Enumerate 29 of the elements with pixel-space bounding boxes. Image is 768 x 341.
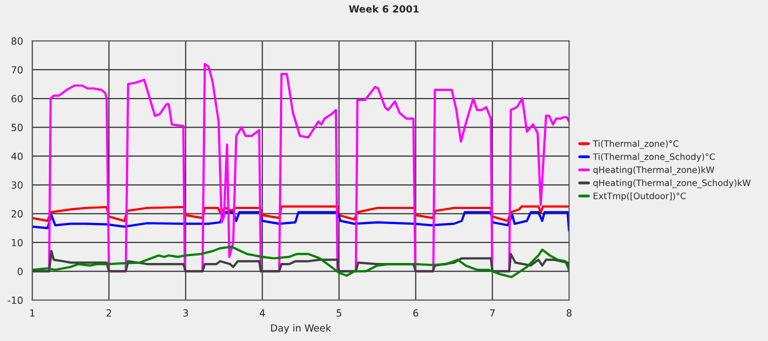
x-tick-label: 5 xyxy=(336,309,342,317)
y-tick-label: 40 xyxy=(11,152,23,160)
x-tick-label: 6 xyxy=(413,309,418,317)
line-series xyxy=(32,250,570,272)
x-tick-label: 2 xyxy=(106,309,112,316)
legend-label: qHeating(Thermal_zone_Schody)kW xyxy=(593,179,751,188)
x-axis-title: Day in Week xyxy=(271,324,332,334)
y-tick-label: 10 xyxy=(12,238,23,246)
y-tick-label: 20 xyxy=(12,210,23,218)
legend-label: Ti(Thermal_zone_Schody)°C xyxy=(592,153,715,162)
y-tick-label: 60 xyxy=(12,94,23,102)
line-series xyxy=(32,246,570,278)
x-tick-label: 7 xyxy=(490,309,495,316)
legend-label: ExtTmp([Outdoor])°C xyxy=(594,192,686,201)
line-series xyxy=(32,211,570,232)
legend-label: qHeating(Thermal_zone)kW xyxy=(593,166,714,175)
y-tick-label: 50 xyxy=(12,124,23,132)
y-tick-label: 80 xyxy=(12,37,23,45)
x-tick-label: 3 xyxy=(183,309,188,317)
y-tick-label: -10 xyxy=(8,296,23,304)
x-tick-label: 8 xyxy=(566,309,572,317)
x-tick-label: 4 xyxy=(260,309,265,316)
y-tick-label: 30 xyxy=(12,181,23,189)
y-tick-label: 0 xyxy=(18,268,23,276)
line-series xyxy=(32,205,569,222)
x-tick-label: 1 xyxy=(30,309,34,316)
y-tick-label: 70 xyxy=(12,66,23,74)
chart-title: Week 6 2001 xyxy=(348,5,419,13)
legend-label: Ti(Thermal_zone)°C xyxy=(592,140,678,149)
